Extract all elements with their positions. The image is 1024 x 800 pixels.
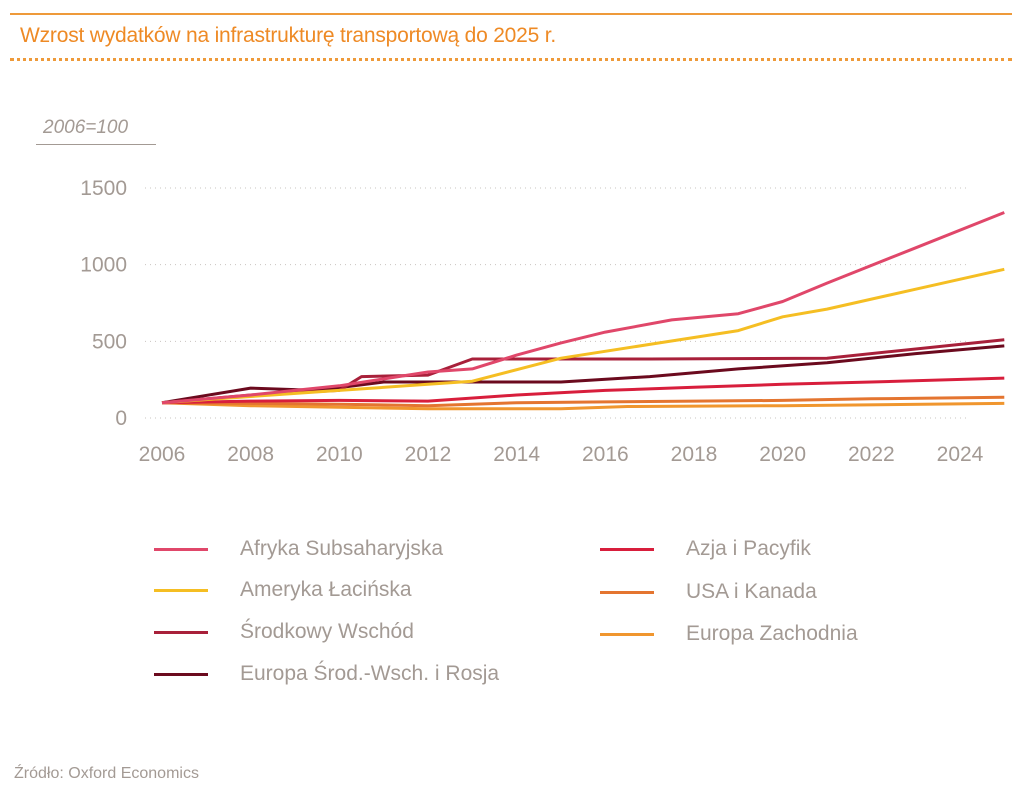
x-tick-label: 2016 <box>582 443 629 466</box>
series-line-ameryka-lacinska <box>161 267 1005 405</box>
series-line-azja-i-pacyfik <box>161 376 1005 405</box>
unit-label: 2006=100 <box>43 117 129 138</box>
x-tick-label: 2024 <box>937 443 984 466</box>
x-tick-label: 2012 <box>405 443 452 466</box>
series-line-afryka-subsaharyjska <box>161 211 1005 405</box>
x-tick-label: 2006 <box>139 443 186 466</box>
x-tick-label: 2010 <box>316 443 363 466</box>
y-tick-label: 0 <box>115 407 127 430</box>
source-note: Źródło: Oxford Economics <box>14 765 199 782</box>
top-rule <box>10 13 1012 15</box>
x-tick-label: 2020 <box>759 443 806 466</box>
y-axis-ticks: 0 500 1000 1500 <box>80 177 127 430</box>
y-tick-label: 1500 <box>80 177 127 200</box>
x-tick-label: 2022 <box>848 443 895 466</box>
y-tick-label: 1000 <box>80 254 127 277</box>
chart-title: Wzrost wydatków na infrastrukturę transp… <box>20 24 557 47</box>
x-tick-label: 2008 <box>227 443 274 466</box>
x-tick-label: 2018 <box>671 443 718 466</box>
y-tick-label: 500 <box>92 330 127 353</box>
grid-lines <box>145 187 967 419</box>
series-line-europa-srod-wsch-i-rosja <box>161 344 1005 405</box>
unit-underline <box>36 144 156 145</box>
series-lines <box>161 211 1005 411</box>
series-line-usa-i-kanada <box>161 395 1005 408</box>
x-tick-label: 2014 <box>493 443 540 466</box>
series-line-europa-zachodnia <box>161 401 1005 411</box>
x-axis-ticks: 2006 2008 2010 2012 2014 2016 2018 2020 2022 2024 <box>139 443 984 466</box>
title-divider <box>10 58 1012 61</box>
